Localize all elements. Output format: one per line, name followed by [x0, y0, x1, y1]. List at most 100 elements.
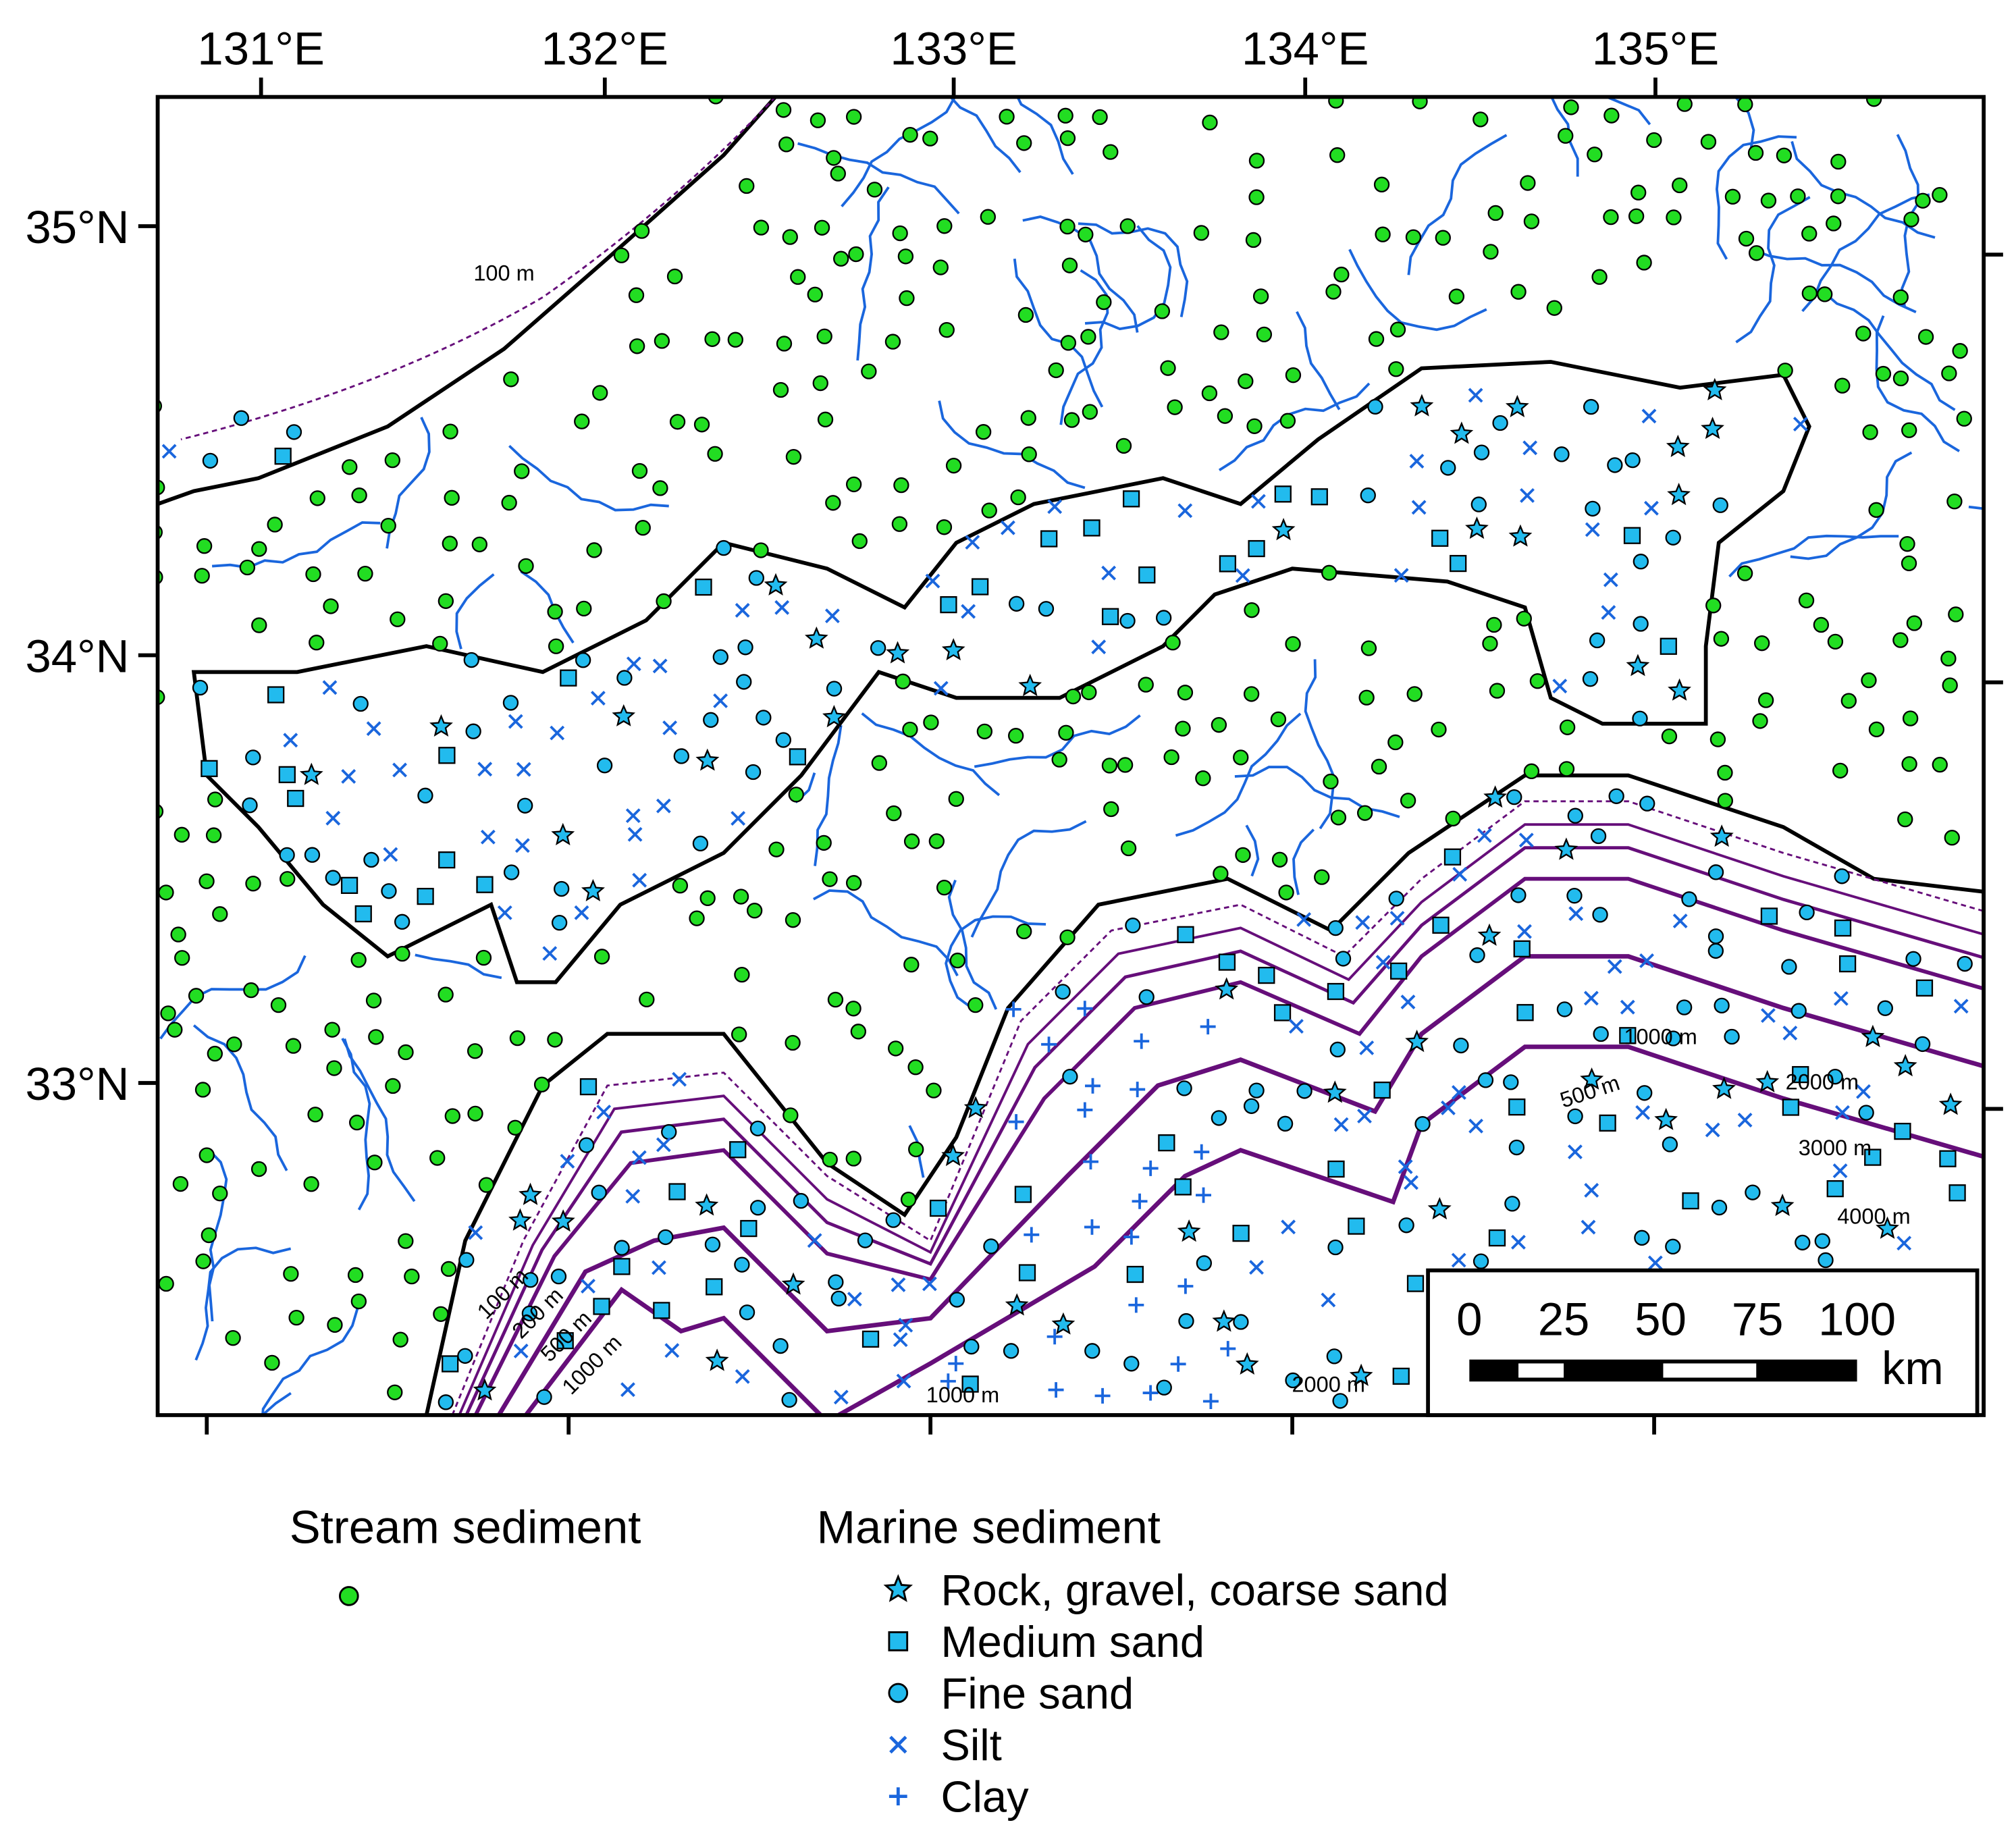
- stream-sample: [398, 1044, 414, 1061]
- contour-label: 100 m: [473, 261, 534, 285]
- fine-sand-sample: [1440, 460, 1456, 476]
- coarse-sample: [941, 638, 965, 661]
- stream-sample: [936, 519, 953, 535]
- stream-sample: [1906, 615, 1923, 631]
- stream-sample: [1736, 565, 1753, 581]
- medium-sand-sample: [695, 578, 712, 596]
- stream-sample: [1279, 413, 1296, 429]
- stream-sample: [1830, 188, 1847, 205]
- stream-sample: [471, 536, 487, 553]
- stream-sample: [1941, 365, 1957, 381]
- river: [1715, 135, 1797, 260]
- stream-sample: [1516, 610, 1532, 627]
- fine-sand-sample: [1676, 999, 1693, 1015]
- fine-sand-sample: [1243, 1098, 1260, 1114]
- stream-sample: [404, 1268, 420, 1285]
- silt-sample: [1357, 1109, 1372, 1123]
- contour-label: 2000 m: [1292, 1373, 1364, 1397]
- stream-sample: [398, 1233, 414, 1249]
- stream-sample: [1628, 208, 1645, 224]
- stream-sample: [1010, 489, 1026, 506]
- stream-sample: [195, 1253, 211, 1269]
- silt-sample: [824, 608, 840, 624]
- stream-sample: [775, 102, 792, 118]
- stream-sample: [172, 1175, 189, 1192]
- medium-sand-sample: [1273, 1004, 1292, 1022]
- fine-sand-sample: [704, 1236, 721, 1252]
- stream-sample: [205, 827, 222, 843]
- stream-sample: [437, 593, 454, 609]
- medium-sand-sample: [861, 1330, 880, 1348]
- silt-sample: [1603, 572, 1618, 587]
- coarse-sample: [1770, 1193, 1795, 1217]
- silt-sample: [1250, 494, 1266, 509]
- stream-sample: [807, 286, 823, 302]
- scale-label: 75: [1732, 1293, 1784, 1345]
- clay-sample: [1084, 1219, 1100, 1235]
- silt-sample: [626, 656, 641, 672]
- stream-sample: [776, 336, 793, 352]
- coarse-sample: [1893, 1054, 1917, 1077]
- stream-sample: [212, 906, 228, 922]
- medium-sand-sample: [1826, 1180, 1844, 1198]
- silt-sample: [1409, 454, 1425, 469]
- stream-sample: [342, 459, 358, 475]
- stream-sample: [514, 463, 530, 479]
- stream-sample: [1482, 635, 1498, 652]
- stream-sample: [782, 1107, 799, 1123]
- scale-bar-gap: [1663, 1363, 1757, 1378]
- stream-sample: [437, 986, 454, 1003]
- silt-sample: [1601, 605, 1616, 620]
- stream-sample: [1245, 232, 1262, 248]
- silt-sample: [1398, 1159, 1413, 1174]
- river: [945, 915, 1046, 1009]
- stream-sample: [1256, 326, 1273, 343]
- silt-sample: [1832, 1163, 1848, 1179]
- stream-sample: [976, 723, 993, 740]
- silt-sample: [1568, 906, 1584, 922]
- stream-sample: [1167, 399, 1183, 415]
- clay-sample: [1123, 1229, 1140, 1245]
- coarse-sample: [1410, 394, 1434, 417]
- medium-sand-sample: [1431, 529, 1449, 547]
- stream-sample: [1368, 331, 1385, 347]
- river: [938, 400, 1086, 489]
- stream-sample: [1059, 929, 1076, 945]
- silt-sample: [1737, 1113, 1753, 1128]
- stream-sample: [170, 926, 186, 943]
- silt-sample: [1585, 522, 1600, 537]
- coarse-sample: [1876, 1216, 1899, 1239]
- stream-sample: [1356, 805, 1373, 821]
- silt-sample: [627, 826, 643, 842]
- stream-sample: [503, 371, 519, 388]
- fine-sand-sample: [1632, 710, 1648, 726]
- medium-sand-sample: [442, 1355, 459, 1373]
- stream-sample: [1065, 688, 1082, 705]
- stream-sample: [1892, 289, 1909, 305]
- stream-sample: [1709, 731, 1726, 747]
- stream-sample: [1868, 502, 1884, 518]
- fine-sand-sample: [1492, 415, 1508, 431]
- stream-sample: [1892, 370, 1909, 387]
- silt-sample: [1896, 1236, 1912, 1251]
- stream-sample: [174, 950, 190, 966]
- stream-sample: [902, 126, 918, 143]
- fine-sand-sample: [245, 749, 261, 766]
- stream-sample: [1738, 230, 1755, 247]
- silt-sample: [322, 680, 338, 695]
- coarse-sample: [1005, 1293, 1029, 1316]
- medium-sand-sample: [1274, 485, 1292, 503]
- medium-sand-sample: [278, 766, 296, 783]
- river: [1751, 248, 1917, 314]
- silt-sample: [1584, 1182, 1599, 1198]
- fine-sand-sample: [578, 1137, 595, 1153]
- stream-sample: [1558, 128, 1574, 144]
- stream-sample: [1830, 153, 1847, 170]
- stream-sample: [689, 910, 705, 926]
- stream-sample: [814, 219, 830, 236]
- stream-sample: [938, 322, 955, 338]
- fine-sand-sample: [1285, 1372, 1301, 1389]
- fine-sand-sample: [1724, 1028, 1740, 1045]
- silt-sample: [625, 1188, 641, 1204]
